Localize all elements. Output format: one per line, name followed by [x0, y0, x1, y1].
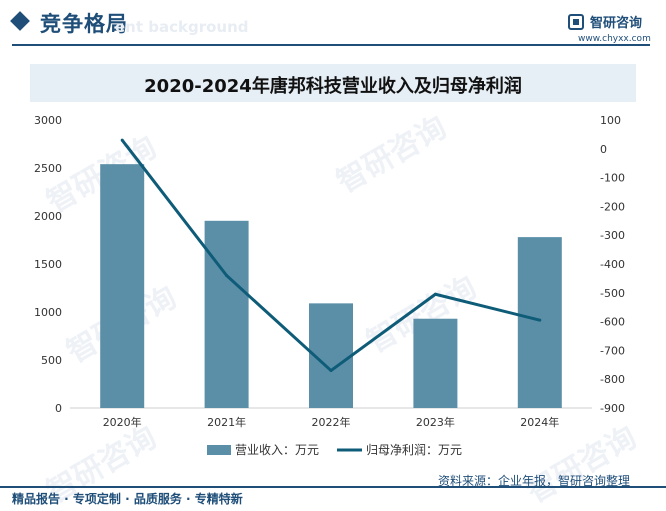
legend-swatch-revenue: [207, 445, 231, 455]
section-title: 竞争格局: [40, 12, 128, 36]
right-tick-label: -700: [600, 344, 625, 357]
left-tick-label: 2500: [34, 162, 62, 175]
legend-label-revenue: 营业收入：万元: [235, 443, 319, 457]
source-note: 资料来源：企业年报，智研咨询整理: [438, 474, 631, 488]
net-profit-point: [120, 138, 124, 142]
right-tick-label: 100: [600, 114, 621, 127]
revenue-bar: [100, 164, 145, 408]
x-tick-label: 2020年: [103, 415, 142, 429]
right-tick-label: -900: [600, 402, 625, 415]
net-profit-point: [329, 369, 333, 373]
chart-title-band: 2020-2024年唐邦科技营业收入及归母净利润: [30, 64, 636, 102]
right-tick-label: -300: [600, 229, 625, 242]
right-tick-label: -400: [600, 258, 625, 271]
left-tick-label: 500: [41, 354, 62, 367]
left-tick-label: 1000: [34, 306, 62, 319]
brand-name: 智研咨询: [590, 16, 643, 31]
right-tick-label: 0: [600, 143, 607, 156]
net-profit-point: [538, 318, 542, 322]
right-tick-label: -200: [600, 200, 625, 213]
page-header: 竞争格局 ent background 智研咨询 www.chyxx.com: [0, 0, 666, 50]
footer-divider: [0, 486, 666, 488]
legend-label-net-profit: 归母净利润：万元: [366, 443, 462, 457]
revenue-bar: [517, 237, 562, 408]
net-profit-point: [225, 274, 229, 278]
right-tick-label: -800: [600, 373, 625, 386]
brand-logo-icon: [568, 14, 584, 30]
net-profit-point: [433, 292, 437, 296]
left-tick-label: 2000: [34, 210, 62, 223]
x-tick-label: 2021年: [207, 415, 246, 429]
revenue-bar: [204, 220, 249, 408]
right-tick-label: -500: [600, 287, 625, 300]
x-tick-label: 2024年: [520, 415, 559, 429]
revenue-bar: [413, 318, 458, 408]
left-tick-label: 0: [55, 402, 62, 415]
ghost-background-text: ent background: [115, 18, 249, 36]
right-tick-label: -600: [600, 316, 625, 329]
header-divider: [12, 44, 650, 46]
x-tick-label: 2022年: [312, 415, 351, 429]
x-tick-label: 2023年: [416, 415, 455, 429]
left-tick-label: 3000: [34, 114, 62, 127]
footer-tagline: 精品报告 · 专项定制 · 品质服务 · 专精特新: [12, 492, 243, 506]
chart-title: 2020-2024年唐邦科技营业收入及归母净利润: [144, 76, 522, 97]
brand-url[interactable]: www.chyxx.com: [578, 34, 651, 44]
left-tick-label: 1500: [34, 258, 62, 271]
right-tick-label: -100: [600, 172, 625, 185]
